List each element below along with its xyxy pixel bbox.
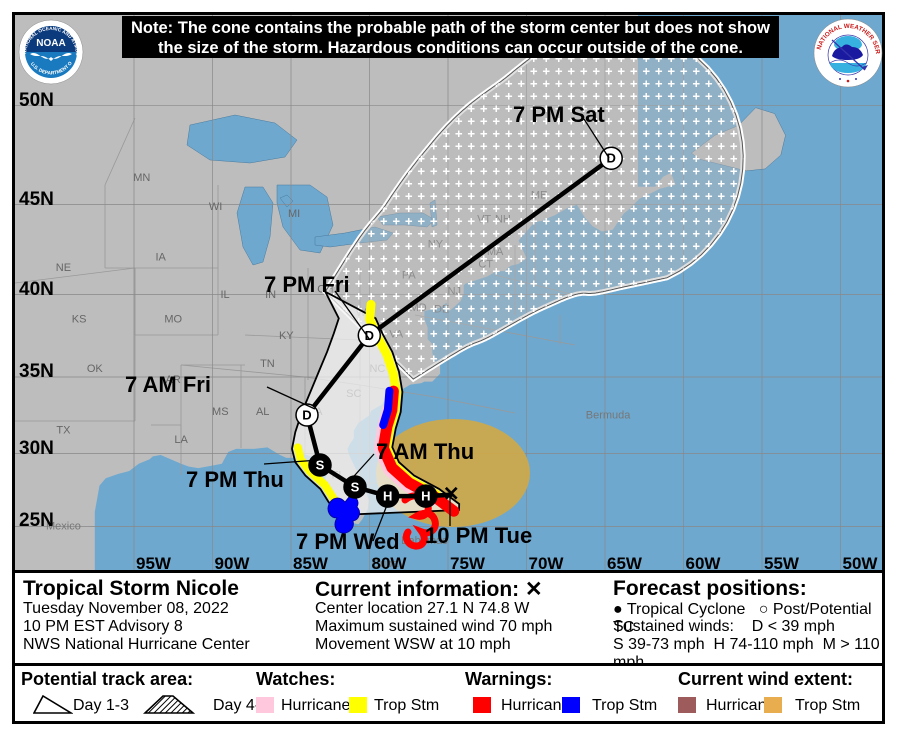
svg-text:TX: TX: [56, 425, 71, 437]
svg-text:OK: OK: [87, 363, 104, 375]
svg-text:D: D: [302, 408, 311, 423]
svg-text:H: H: [383, 489, 392, 504]
svg-text:MS: MS: [212, 406, 229, 418]
svg-text:MI: MI: [288, 208, 300, 220]
svg-text:IA: IA: [155, 251, 166, 263]
svg-text:H: H: [421, 489, 430, 504]
svg-text:Bermuda: Bermuda: [586, 409, 632, 421]
svg-text:10 PM Tue: 10 PM Tue: [425, 523, 532, 548]
svg-text:TN: TN: [260, 358, 275, 370]
svg-text:7 PM Wed: 7 PM Wed: [296, 529, 400, 554]
svg-text:7 PM Sat: 7 PM Sat: [513, 102, 605, 127]
svg-text:7 PM Fri: 7 PM Fri: [264, 272, 350, 297]
svg-text:7 AM Thu: 7 AM Thu: [376, 439, 474, 464]
svg-text:7 PM Thu: 7 PM Thu: [186, 467, 284, 492]
svg-text:WI: WI: [209, 201, 222, 213]
svg-text:7 AM Fri: 7 AM Fri: [125, 372, 211, 397]
svg-text:NE: NE: [56, 262, 71, 274]
svg-text:IL: IL: [221, 289, 230, 301]
svg-text:KY: KY: [279, 330, 294, 342]
svg-text:KS: KS: [72, 314, 87, 326]
svg-text:MN: MN: [133, 172, 150, 184]
svg-text:✕: ✕: [443, 484, 460, 506]
svg-text:S: S: [351, 480, 360, 495]
svg-text:AL: AL: [256, 406, 269, 418]
svg-text:D: D: [607, 151, 616, 166]
svg-text:MO: MO: [164, 314, 182, 326]
svg-text:NOAA: NOAA: [36, 38, 65, 49]
svg-text:LA: LA: [174, 434, 188, 446]
